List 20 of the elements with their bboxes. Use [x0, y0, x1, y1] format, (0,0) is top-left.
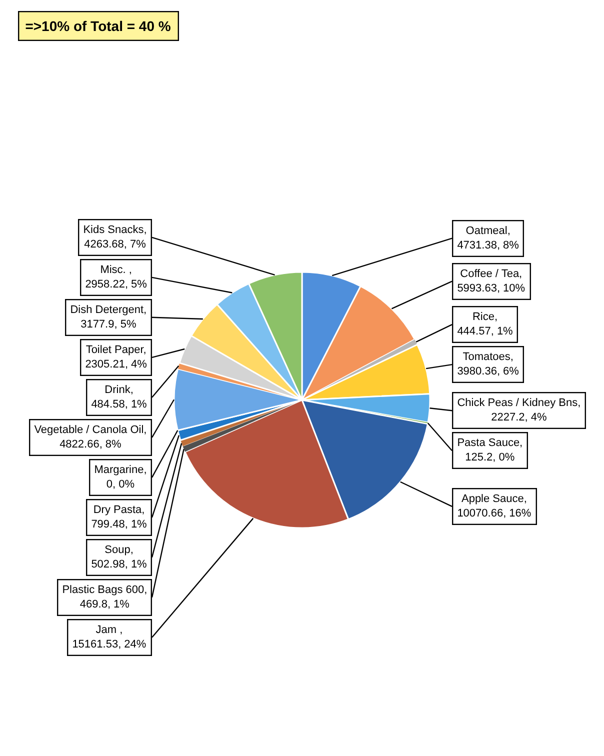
- text: =>10% of Total = 40 %: [25, 18, 172, 34]
- category-label: Margarine,: [94, 464, 147, 476]
- slice-label: Jam , 15161.53, 24%: [72, 624, 146, 650]
- slice-label: Chick Peas / Kidney Bns, 2227.2, 4%: [457, 397, 581, 424]
- slice-label: Drink, 484.58, 1%: [91, 384, 148, 410]
- slice-label: Coffee / Tea, 5993.63, 10%: [457, 268, 526, 294]
- text: 0, 0%: [106, 478, 135, 490]
- slice-label: Plastic Bags 600, 469.8, 1%: [62, 584, 148, 610]
- slice-label: Rice, 444.57, 1%: [457, 311, 514, 338]
- slice-label: Tomatoes, 3980.36, 6%: [457, 351, 520, 378]
- slice-label: Apple Sauce, 10070.66, 16%: [457, 493, 532, 520]
- slice-label: Toilet Paper, 2305.21, 4%: [85, 344, 148, 370]
- slice-label: Soup, 502.98, 1%: [91, 544, 148, 570]
- slice-label: Misc. , 2958.22, 5%: [85, 264, 148, 290]
- slice-label: Dish Detergent, 3177.9, 5%: [70, 304, 147, 330]
- slice-label: Pasta Sauce, 125.2, 0%: [457, 437, 523, 464]
- slice-label: Kids Snacks, 4263.68, 7%: [83, 224, 147, 250]
- slice-label: Oatmeal, 4731.38, 8%: [457, 225, 520, 252]
- slice-label: Vegetable / Canola Oil, 4822.66, 8%: [34, 424, 147, 450]
- slice-label: Dry Pasta, 799.48, 1%: [91, 504, 148, 530]
